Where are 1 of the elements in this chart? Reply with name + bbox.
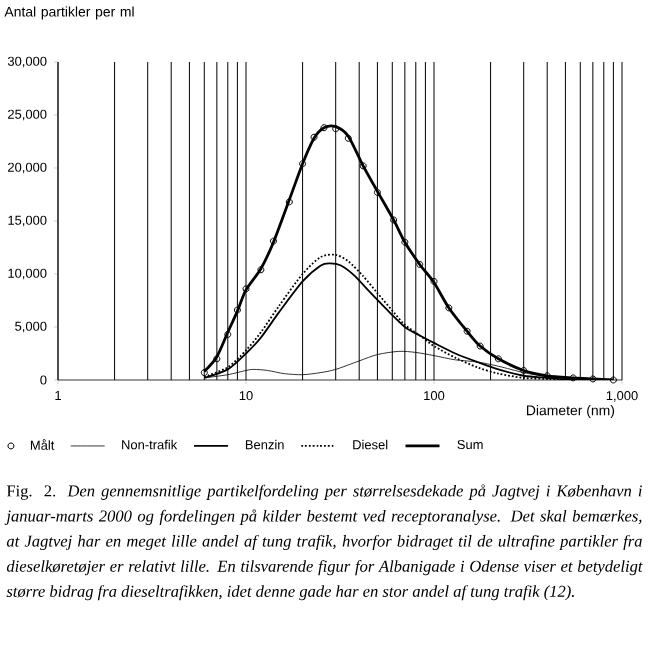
caption: Fig. 2. Den gennemsnitlige partikelfordeling per størrelsesdekade på Jagtvej i København i januar-marts 2000 og fordelingen på kilder bestemt ved receptoranalyse. Det skal bemærkes, at Jagtvej har en meget lille andel af tung trafik, hvorfor bidraget til de ultrafine partikler fra dieselkøretøjer er relativt lille. En tilsvarende figur for Albanigade i Odense viser et betydeligt større bidrag fra dieseltrafikken, idet denne gade har en stor andel af tung trafik (12).	[4, 484, 643, 601]
